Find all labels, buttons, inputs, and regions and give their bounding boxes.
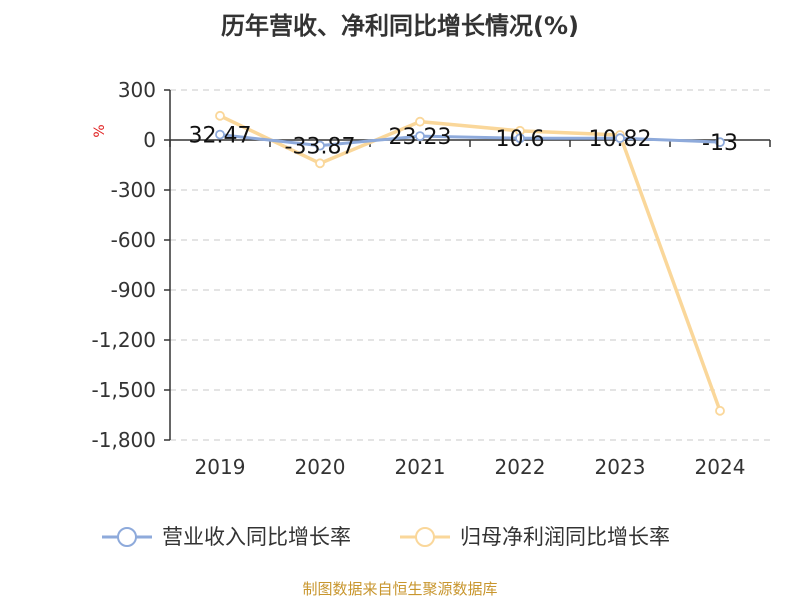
legend-item-net-profit[interactable]: 归母净利润同比增长率: [400, 525, 670, 549]
y-tick-label: 0: [143, 128, 156, 152]
x-tick-label: 2020: [295, 455, 346, 479]
x-tick-label: 2021: [395, 455, 446, 479]
data-label: 23.23: [389, 125, 452, 150]
series-point-1: [415, 116, 425, 127]
data-label: 10.6: [496, 127, 545, 152]
data-source-note: 制图数据来自恒生聚源数据库: [302, 580, 497, 598]
series-line-1: [219, 114, 722, 412]
data-label: 10.82: [589, 127, 652, 152]
y-tick-labels: 300 0 -300 -600 -900 -1,200 -1,500 -1,800: [92, 78, 170, 452]
y-tick-label: -1,500: [92, 378, 156, 402]
legend-item-revenue[interactable]: 营业收入同比增长率: [102, 525, 351, 549]
series-point-0: [515, 133, 525, 144]
chart-title: 历年营收、净利同比增长情况(%): [221, 12, 579, 40]
series-point-1: [215, 110, 225, 121]
series-layer: [215, 110, 725, 416]
series-line-0: [219, 133, 721, 148]
x-tick-label: 2019: [195, 455, 246, 479]
x-tick-label: 2023: [595, 455, 646, 479]
series-point-1: [315, 158, 325, 169]
data-label: 32.47: [189, 124, 252, 149]
data-label: -13: [702, 131, 738, 156]
grid-lines: [170, 89, 770, 441]
legend-swatch-marker-net-profit: [415, 527, 435, 547]
y-tick-label: -300: [111, 178, 156, 202]
series-point-0: [415, 131, 425, 142]
y-tick-label: 300: [118, 78, 156, 102]
y-tick-label: -1,200: [92, 328, 156, 352]
legend-label-revenue: 营业收入同比增长率: [162, 525, 351, 549]
x-tick-label: 2022: [495, 455, 546, 479]
x-tick-labels: 2019 2020 2021 2022 2023 2024: [169, 140, 771, 479]
series-point-0: [215, 129, 225, 140]
legend-label-net-profit: 归母净利润同比增长率: [460, 525, 670, 549]
series-point-0: [715, 137, 725, 148]
y-axis-unit: %: [92, 124, 108, 137]
data-label: -33.87: [285, 135, 356, 160]
series-point-0: [615, 133, 625, 144]
y-tick-label: -900: [111, 278, 156, 302]
x-tick-label: 2024: [695, 455, 746, 479]
series-point-0: [315, 140, 325, 151]
legend[interactable]: 营业收入同比增长率 归母净利润同比增长率: [102, 525, 670, 549]
series-point-1: [715, 405, 725, 416]
legend-swatch-marker-revenue: [117, 527, 137, 547]
data-labels: 32.47 -33.87 23.23 10.6 10.82 -13: [189, 124, 738, 160]
y-tick-label: -1,800: [92, 428, 156, 452]
y-tick-label: -600: [111, 228, 156, 252]
